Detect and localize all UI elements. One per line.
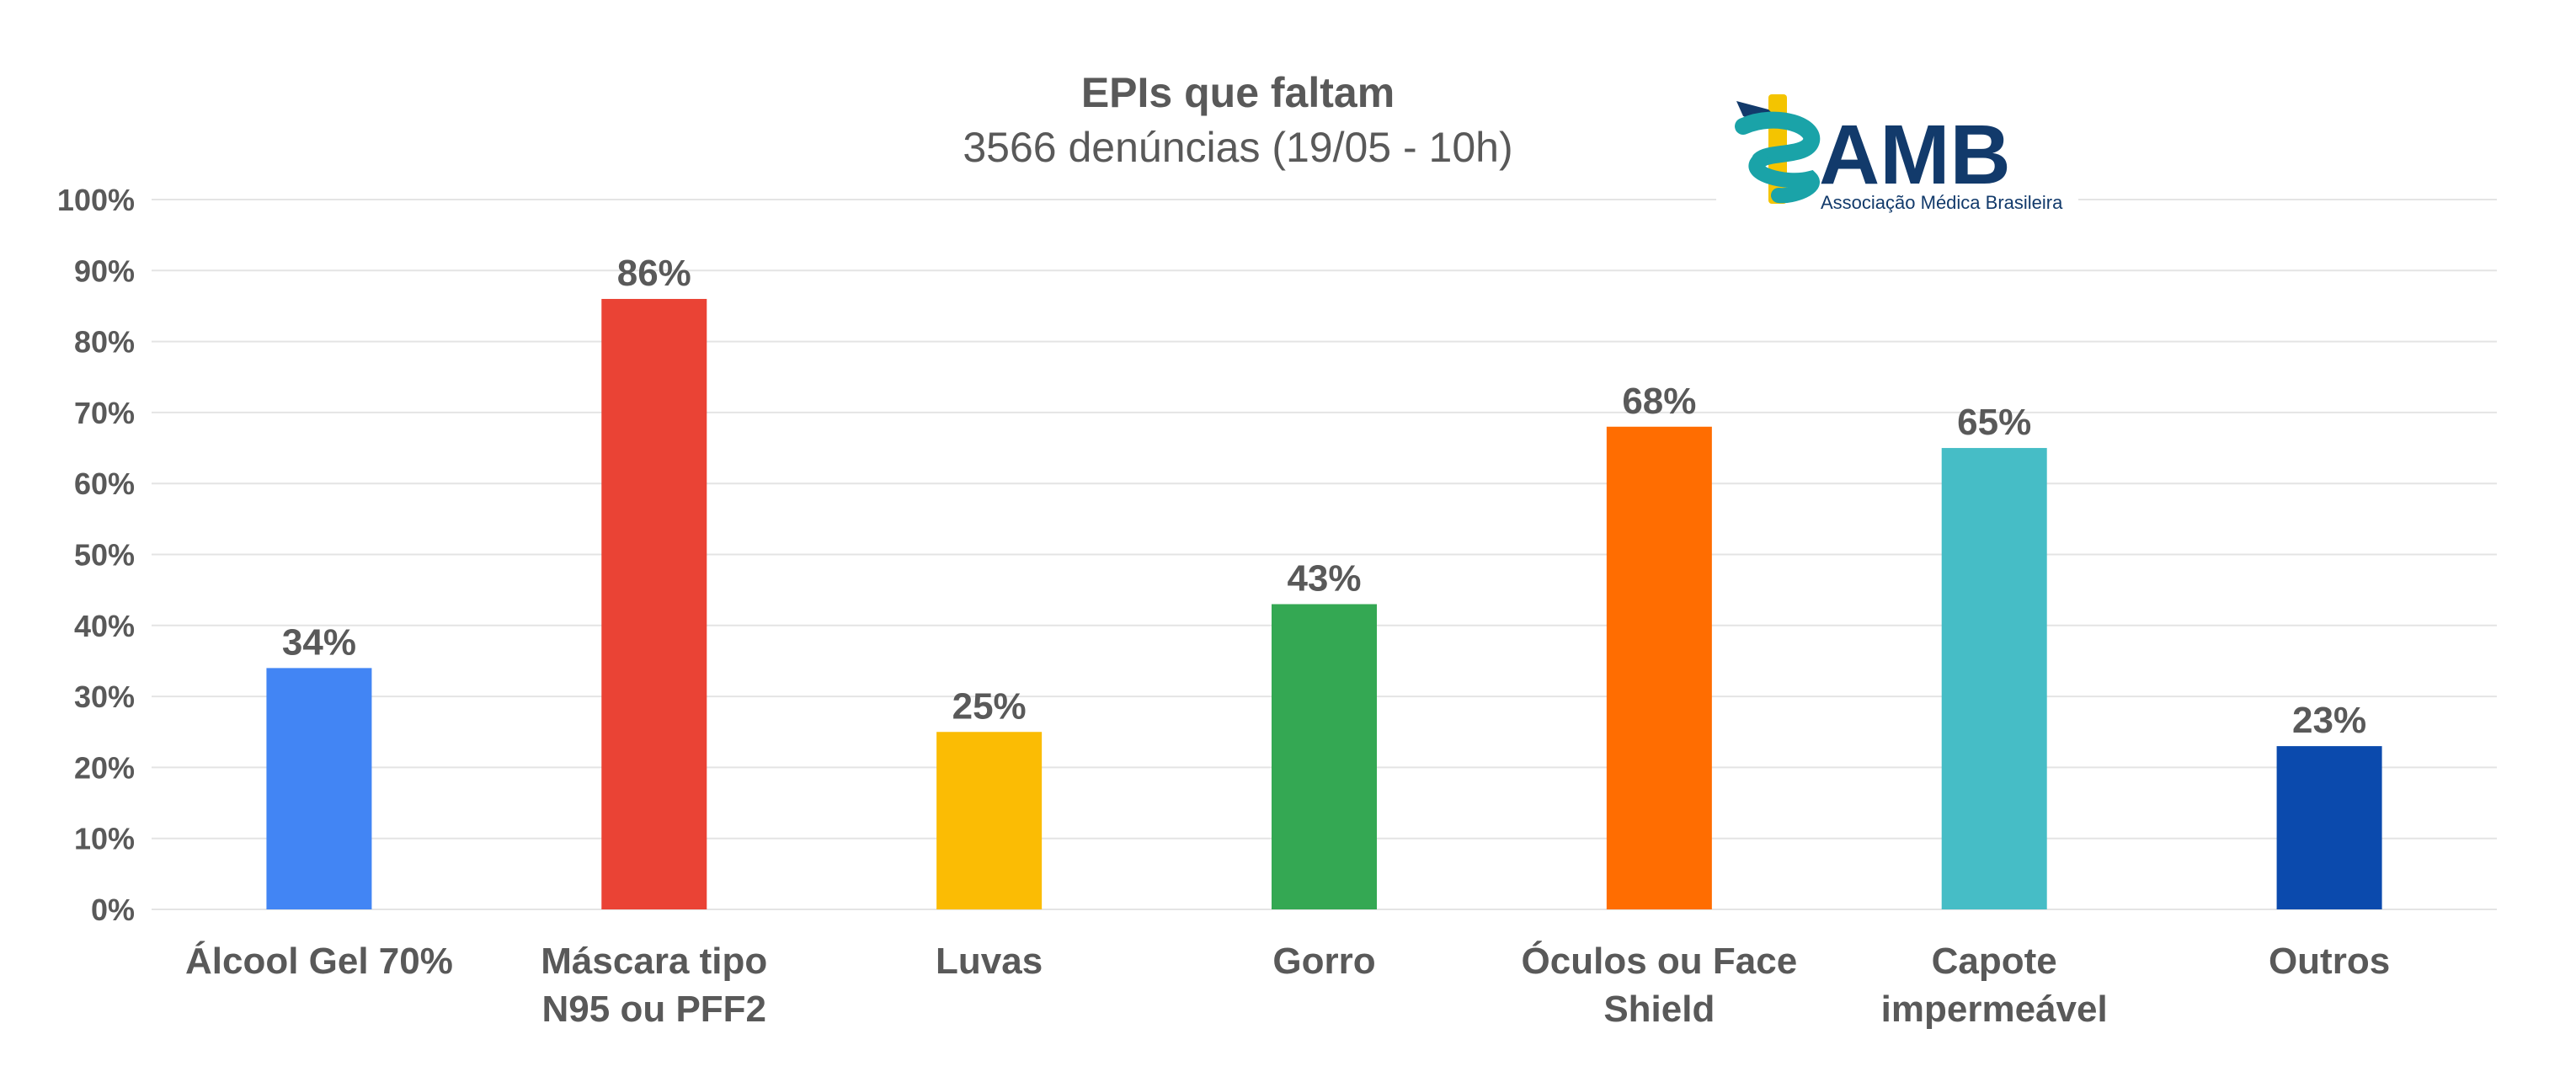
bar	[936, 732, 1043, 909]
bar	[1941, 448, 2047, 909]
amb-logo: AMB Associação Médica Brasileira	[1716, 89, 2078, 216]
x-category-label: Gorro	[1272, 941, 1375, 982]
bar	[601, 299, 707, 909]
chart-title: EPIs que faltam	[1081, 69, 1395, 116]
x-category-label: Luvas	[936, 941, 1043, 982]
chart-subtitle: 3566 denúncias (19/05 - 10h)	[963, 124, 1512, 171]
logo-tagline: Associação Médica Brasileira	[1821, 192, 2063, 213]
data-label: 43%	[1287, 558, 1361, 600]
logo-wordmark: AMB	[1819, 108, 2011, 202]
y-tick-label: 30%	[74, 680, 135, 714]
y-tick-label: 70%	[74, 396, 135, 430]
y-tick-label: 50%	[74, 538, 135, 573]
bar	[1272, 604, 1377, 909]
x-category-label: Máscara tipo N95 ou PFF2	[541, 941, 767, 1030]
y-tick-label: 10%	[74, 822, 135, 856]
data-label: 34%	[282, 621, 356, 663]
x-axis: Álcool Gel 70% Máscara tipo N95 ou PFF2 Luv…	[185, 940, 2390, 1030]
data-labels: 34% 86% 25% 43% 68% 65% 23%	[282, 253, 2366, 741]
y-axis: 0% 10% 20% 30% 40% 50% 60% 70% 80% 90% 100%	[57, 183, 135, 927]
data-label: 65%	[1957, 402, 2031, 443]
caduceus-icon	[1735, 94, 1821, 204]
bar	[1606, 426, 1712, 909]
y-tick-label: 0%	[91, 893, 135, 927]
data-label: 68%	[1622, 381, 1696, 422]
x-category-label: Álcool Gel 70%	[185, 940, 453, 982]
y-tick-label: 60%	[74, 466, 135, 501]
bar	[2276, 746, 2382, 909]
y-tick-label: 40%	[74, 609, 135, 643]
bar	[266, 668, 372, 909]
data-label: 25%	[952, 685, 1027, 727]
logo-serpent-upper	[1735, 111, 1821, 168]
y-tick-label: 80%	[74, 325, 135, 360]
logo-serpent-lower	[1748, 152, 1820, 204]
x-category-label: Capote impermeável	[1881, 941, 2108, 1030]
data-label: 86%	[617, 253, 691, 294]
y-tick-label: 20%	[74, 750, 135, 785]
x-category-label: Óculos ou Face Shield	[1522, 940, 1798, 1030]
data-label: 23%	[2292, 700, 2366, 741]
bars	[266, 299, 2382, 909]
x-category-label: Outros	[2269, 941, 2390, 982]
y-tick-label: 90%	[74, 253, 135, 288]
y-tick-label: 100%	[57, 183, 135, 217]
